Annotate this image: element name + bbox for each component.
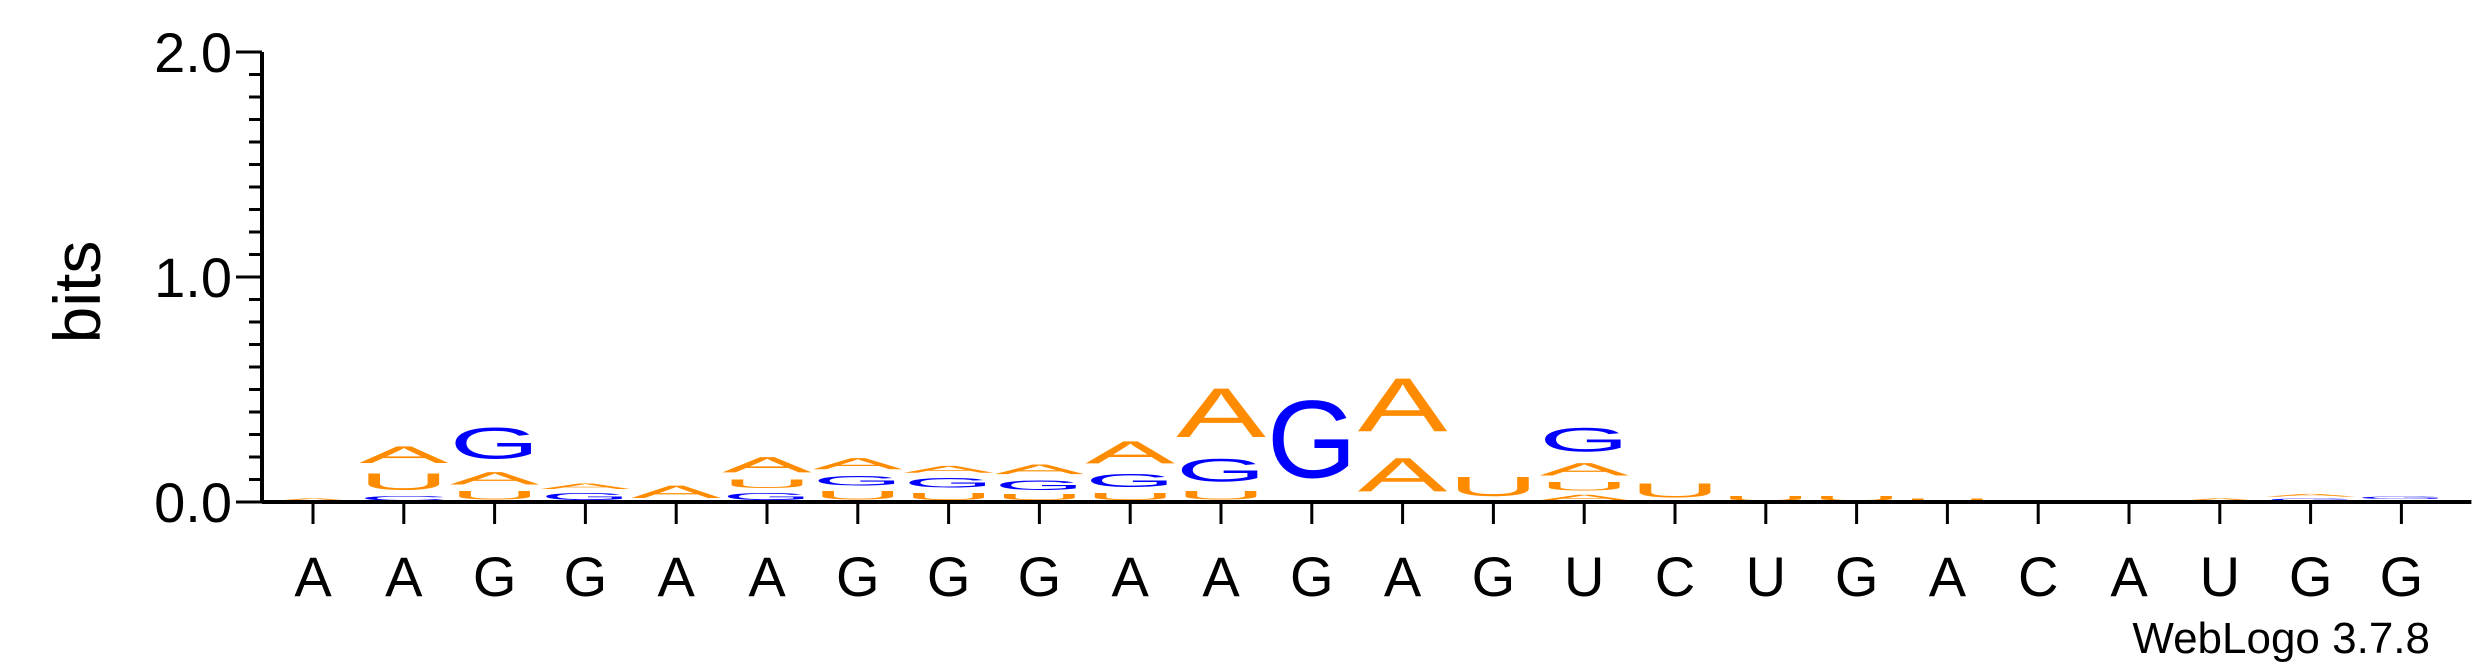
logo-letter-G: G	[450, 419, 540, 468]
logo-letter-A: A	[268, 498, 358, 502]
x-tick-label: C	[2018, 545, 2058, 608]
logo-letter-G: G	[904, 475, 994, 491]
logo-letter-U: U	[359, 468, 449, 495]
x-tick-label: A	[294, 545, 332, 608]
y-axis: 0.0 1.0 2.0	[154, 21, 264, 534]
logo-letter-U: U	[904, 491, 994, 502]
x-tick-label: G	[1018, 545, 1062, 608]
x-tick-label: G	[2380, 545, 2424, 608]
logo-letter-A: A	[2175, 498, 2265, 502]
x-tick-label: A	[1384, 545, 1422, 608]
logo-letter-G: G	[540, 491, 630, 502]
logo-letter-A: A	[631, 482, 721, 502]
logo-letter-G: G	[1176, 452, 1266, 488]
logo-letter-A: A	[450, 468, 540, 488]
y-axis-label: bits	[40, 241, 114, 344]
logo-letter-A: A	[2266, 493, 2356, 497]
logo-letter-U: U	[722, 477, 812, 490]
logo-letter-A: A	[1539, 459, 1629, 479]
logo-letter-A: A	[1539, 493, 1629, 502]
logo-letter-U: U	[1630, 479, 1720, 502]
logo-letter-A: A	[1358, 448, 1449, 502]
logo-letter-A: A	[722, 453, 813, 478]
x-tick-label: A	[1202, 545, 1240, 608]
logo-letter-A: A	[359, 441, 449, 468]
logo-letter-U: U	[994, 493, 1084, 502]
x-tick-label: A	[1929, 545, 1967, 608]
logo-letter-G: G	[2356, 495, 2446, 499]
logo-letter-G: G	[1539, 421, 1629, 459]
y-tick-label: 2.0	[154, 21, 232, 84]
x-tick-label: G	[2289, 545, 2333, 608]
logo-letter-A: A	[1176, 373, 1266, 452]
weblogo-credit: WebLogo 3.7.8	[2132, 614, 2430, 663]
logo-letter-U: U	[450, 488, 540, 501]
x-tick-label: G	[1290, 545, 1334, 608]
logo-letter-G: G	[994, 477, 1084, 493]
logo-letter-A: A	[813, 455, 903, 473]
logo-letter-A: A	[904, 464, 994, 475]
logo-letter-A: A	[1085, 434, 1175, 470]
logo-letter-G: G	[722, 491, 812, 502]
x-tick-label: A	[2110, 545, 2148, 608]
x-tick-label: G	[473, 545, 517, 608]
logo-letter-U: U	[1085, 491, 1175, 502]
logo-letter-U: U	[1448, 471, 1538, 502]
logo-letter-C: C	[359, 495, 449, 502]
logo-letter-A: A	[995, 462, 1085, 478]
logo-letter-U: U	[1812, 495, 1902, 502]
x-tick-label: G	[836, 545, 880, 608]
x-tick-label: A	[658, 545, 696, 608]
x-tick-label: G	[564, 545, 608, 608]
x-tick-label: U	[1564, 545, 1604, 608]
y-tick-label: 1.0	[154, 246, 232, 309]
logo-letter-G: G	[2266, 498, 2356, 502]
x-tick-label: U	[1746, 545, 1786, 608]
logo-letter-U: U	[1902, 497, 1992, 502]
logo-letter-G: G	[1085, 470, 1175, 490]
x-tick-label: A	[748, 545, 786, 608]
logo-letter-G: G	[813, 473, 903, 489]
x-tick-label: U	[2200, 545, 2240, 608]
logo-letter-U: U	[1539, 479, 1629, 492]
logo-letter-U: U	[1176, 488, 1266, 501]
y-tick-label: 0.0	[154, 471, 232, 534]
logo-letter-U: U	[1721, 495, 1811, 502]
x-tick-label: A	[1112, 545, 1150, 608]
x-tick-label: G	[927, 545, 971, 608]
x-tick-label: C	[1655, 545, 1695, 608]
logo-letter-G: G	[1267, 378, 1357, 501]
x-tick-label: G	[1472, 545, 1516, 608]
logo-letter-U: U	[813, 488, 903, 501]
x-tick-label: A	[385, 545, 423, 608]
logo-letter-A: A	[1358, 363, 1448, 448]
x-tick-label: G	[1835, 545, 1879, 608]
logo-letter-A: A	[541, 482, 631, 491]
